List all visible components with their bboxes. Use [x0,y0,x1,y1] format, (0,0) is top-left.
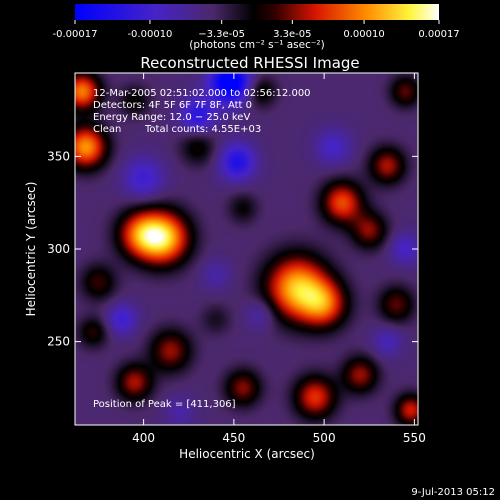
x-tick-label: 450 [222,431,245,445]
annotation-clean: Clean [93,124,121,135]
y-tick-label: 250 [47,335,70,349]
colorbar-tick-label: 0.00017 [418,29,459,40]
annotation-total-counts: Total counts: 4.55E+03 [144,124,261,135]
annotation-energy-range: Energy Range: 12.0 − 25.0 keV [93,112,250,123]
x-axis-label: Heliocentric X (arcsec) [179,447,315,461]
annotation-detectors: Detectors: 4F 5F 6F 7F 8F, Att 0 [93,100,252,111]
y-axis-label: Heliocentric Y (arcsec) [24,182,38,317]
colorbar [75,4,439,20]
x-tick-label: 550 [403,431,426,445]
peak-position-label: Position of Peak = [411,306] [93,399,236,410]
colorbar-ticks: -0.00017 -0.00010 −3.3e-05 3.3e-05 0.00010 0.… [53,20,460,40]
x-axis-ticks: 400 450 500 550 [132,73,426,445]
x-tick-label: 400 [132,431,155,445]
annotation-time-range: 12-Mar-2005 02:51:02.000 to 02:56:12.000 [93,88,311,99]
footer-timestamp: 9-Jul-2013 05:12 [411,487,495,498]
colorbar-tick-label: -0.00010 [127,29,172,40]
heatmap-image [75,73,418,425]
colorbar-tick-label: −3.3e-05 [198,29,245,40]
colorbar-unit-label: (photons cm⁻² s⁻¹ asec⁻²) [189,39,324,51]
colorbar-tick-label: 3.3e-05 [273,29,311,40]
colorbar-tick-label: -0.00017 [53,29,98,40]
y-axis-ticks: 250 300 350 [47,149,418,349]
chart-title: Reconstructed RHESSI Image [140,54,359,72]
colorbar-tick-label: 0.00010 [343,29,384,40]
y-tick-label: 300 [47,242,70,256]
y-tick-label: 350 [47,149,70,163]
x-tick-label: 500 [313,431,336,445]
